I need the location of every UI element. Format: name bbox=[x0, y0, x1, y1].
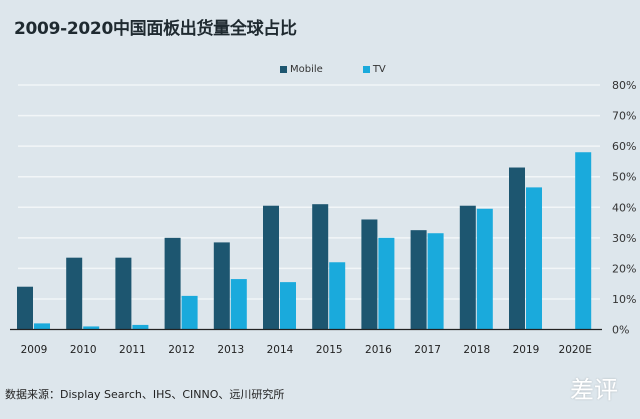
chart-title: 2009-2020中国面板出货量全球占比 bbox=[14, 19, 297, 39]
x-tick-label: 2010 bbox=[70, 344, 97, 356]
x-tick-label: 2016 bbox=[365, 344, 392, 356]
x-tick-label: 2018 bbox=[463, 344, 490, 356]
bar-mobile-2018 bbox=[459, 205, 476, 330]
bar-tv-2018 bbox=[476, 208, 493, 330]
y-tick-label: 30% bbox=[612, 232, 636, 245]
y-tick-label: 60% bbox=[612, 140, 636, 153]
y-tick-label: 10% bbox=[612, 293, 636, 306]
watermark: 差评 bbox=[570, 376, 618, 404]
legend-label-tv: TV bbox=[372, 64, 386, 75]
y-tick-label: 80% bbox=[612, 79, 636, 92]
bar-mobile-2009 bbox=[17, 286, 33, 330]
y-tick-label: 0% bbox=[612, 324, 629, 337]
bar-mobile-2012 bbox=[164, 237, 181, 330]
bar-tv-2015 bbox=[329, 262, 346, 330]
bar-mobile-2019 bbox=[509, 167, 525, 330]
legend-label-mobile: Mobile bbox=[290, 64, 323, 75]
legend-item-mobile: Mobile bbox=[280, 64, 323, 75]
bar-mobile-2013 bbox=[213, 242, 230, 330]
x-tick-label: 2014 bbox=[267, 344, 294, 356]
bar-tv-2011 bbox=[132, 324, 149, 330]
x-tick-label: 2017 bbox=[414, 344, 441, 356]
bar-tv-2017 bbox=[427, 233, 444, 330]
bar-tv-2014 bbox=[280, 282, 296, 330]
x-tick-label: 2015 bbox=[316, 344, 343, 356]
y-tick-label: 70% bbox=[612, 110, 636, 123]
legend-swatch-mobile bbox=[280, 66, 287, 73]
bar-mobile-2017 bbox=[410, 230, 427, 330]
bar-mobile-2010 bbox=[66, 257, 83, 330]
y-tick-label: 40% bbox=[612, 201, 636, 214]
bar-tv-2009 bbox=[34, 323, 50, 330]
x-tick-label: 2009 bbox=[21, 344, 48, 356]
x-tick-label: 2011 bbox=[119, 344, 146, 356]
bar-tv-2020E bbox=[575, 152, 592, 330]
legend-item-tv: TV bbox=[362, 64, 386, 75]
bar-mobile-2015 bbox=[312, 204, 329, 330]
x-tick-label: 2020E bbox=[559, 344, 592, 356]
bar-tv-2010 bbox=[83, 326, 100, 330]
source-note: 数据来源：Display Search、IHS、CINNO、远川研究所 bbox=[5, 388, 285, 401]
x-tick-label: 2013 bbox=[217, 344, 244, 356]
bar-mobile-2016 bbox=[361, 219, 378, 330]
bar-tv-2019 bbox=[526, 187, 542, 330]
bar-mobile-2011 bbox=[115, 257, 132, 330]
legend-swatch-tv bbox=[362, 66, 370, 73]
x-tick-label: 2019 bbox=[513, 344, 540, 356]
bar-tv-2016 bbox=[378, 237, 395, 330]
x-tick-label: 2012 bbox=[168, 344, 195, 356]
y-tick-label: 50% bbox=[612, 171, 636, 184]
bar-tv-2013 bbox=[230, 279, 247, 330]
bar-mobile-2014 bbox=[263, 205, 279, 330]
y-tick-label: 20% bbox=[612, 262, 636, 275]
legend: Mobile TV bbox=[280, 64, 386, 75]
bar-tv-2012 bbox=[181, 295, 198, 330]
